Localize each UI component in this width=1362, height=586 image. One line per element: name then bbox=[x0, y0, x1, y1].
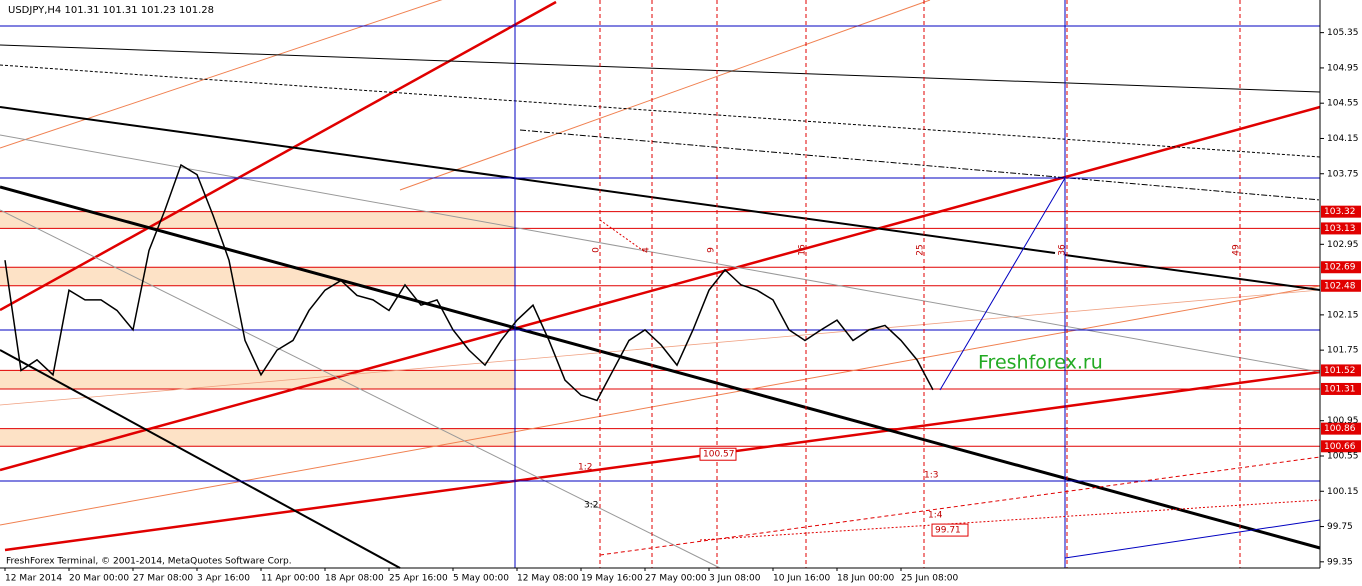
y-tick-label: 101.75 bbox=[1327, 346, 1359, 356]
y-tick-label: 102.95 bbox=[1327, 240, 1359, 250]
x-tick-label: 27 Mar 08:00 bbox=[133, 574, 193, 584]
x-tick-label: 11 Apr 00:00 bbox=[261, 574, 320, 584]
level-label: 101.52 bbox=[1324, 366, 1356, 376]
x-tick-label: 18 Apr 08:00 bbox=[325, 574, 384, 584]
y-tick-label: 99.35 bbox=[1327, 557, 1353, 567]
zone bbox=[0, 267, 515, 286]
x-tick-label: 19 May 16:00 bbox=[581, 574, 643, 584]
y-tick-label: 105.35 bbox=[1327, 28, 1359, 38]
time-mark: 25 bbox=[916, 244, 926, 255]
drawings bbox=[0, 0, 1321, 569]
ratio-label: 3:2 bbox=[584, 501, 598, 511]
time-mark: 36 bbox=[1058, 244, 1068, 256]
x-tick-label: 20 Mar 00:00 bbox=[69, 574, 129, 584]
zone bbox=[0, 211, 515, 229]
y-tick-label: 100.15 bbox=[1327, 487, 1359, 497]
x-tick-label: 18 Jun 00:00 bbox=[837, 574, 894, 584]
y-tick-label: 104.55 bbox=[1327, 99, 1359, 109]
time-mark: 16 bbox=[798, 244, 808, 256]
time-mark: 49 bbox=[1232, 244, 1242, 256]
time-mark: 4 bbox=[642, 247, 652, 253]
levels bbox=[0, 211, 1320, 447]
x-tick-label: 25 Jun 08:00 bbox=[901, 574, 958, 584]
level-box bbox=[1321, 222, 1361, 235]
level-label: 101.31 bbox=[1324, 384, 1356, 394]
level-label: 103.32 bbox=[1324, 207, 1356, 217]
level-label: 100.86 bbox=[1324, 424, 1356, 434]
x-tick-label: 3 Apr 16:00 bbox=[197, 574, 250, 584]
y-tick-label: 102.15 bbox=[1327, 310, 1359, 320]
x-tick-label: 12 Mar 2014 bbox=[5, 574, 62, 584]
y-tick-label: 100.55 bbox=[1327, 451, 1359, 461]
x-tick-label: 10 Jun 16:00 bbox=[773, 574, 830, 584]
footer: FreshForex Terminal, © 2001-2014, MetaQu… bbox=[6, 557, 292, 567]
level-box bbox=[1321, 364, 1361, 377]
price-label-box bbox=[931, 523, 969, 537]
ratio-label: 1:4 bbox=[928, 511, 943, 521]
ratio-label: 1:3 bbox=[924, 471, 938, 481]
level-box bbox=[1321, 205, 1361, 218]
ratio-label: 1:2 bbox=[578, 463, 592, 473]
price-label: 100.57 bbox=[703, 450, 735, 460]
y-tick-label: 103.75 bbox=[1327, 169, 1359, 179]
zone bbox=[0, 370, 515, 389]
y-tick-label: 104.15 bbox=[1327, 134, 1359, 144]
x-tick-label: 5 May 00:00 bbox=[453, 574, 509, 584]
level-label: 100.66 bbox=[1324, 442, 1356, 452]
level-label: 102.69 bbox=[1324, 263, 1356, 273]
x-tick-label: 12 May 08:00 bbox=[517, 574, 579, 584]
time-mark: 9 bbox=[707, 247, 717, 253]
y-tick-label: 100.95 bbox=[1327, 416, 1359, 426]
x-tick-label: 27 May 00:00 bbox=[645, 574, 707, 584]
x-tick-label: 3 Jun 08:00 bbox=[709, 574, 761, 584]
level-label: 102.48 bbox=[1324, 281, 1356, 291]
price-label: 99.71 bbox=[935, 526, 961, 536]
symbol-header: USDJPY,H4 101.31 101.31 101.23 101.28 bbox=[8, 5, 214, 16]
level-box bbox=[1321, 422, 1361, 435]
y-tick-label: 99.75 bbox=[1327, 522, 1353, 532]
zone bbox=[0, 428, 515, 447]
price-label-box bbox=[699, 447, 737, 461]
watermark: Freshforex.ru bbox=[978, 352, 1103, 374]
level-label: 103.13 bbox=[1324, 224, 1356, 234]
time-mark: 0 bbox=[592, 247, 602, 253]
price-line bbox=[4, 163, 934, 402]
x-tick-label: 25 Apr 16:00 bbox=[389, 574, 448, 584]
level-box bbox=[1321, 440, 1361, 453]
y-tick-label: 104.95 bbox=[1327, 63, 1359, 73]
level-box bbox=[1321, 261, 1361, 274]
level-box bbox=[1321, 382, 1361, 395]
level-box bbox=[1321, 279, 1361, 292]
